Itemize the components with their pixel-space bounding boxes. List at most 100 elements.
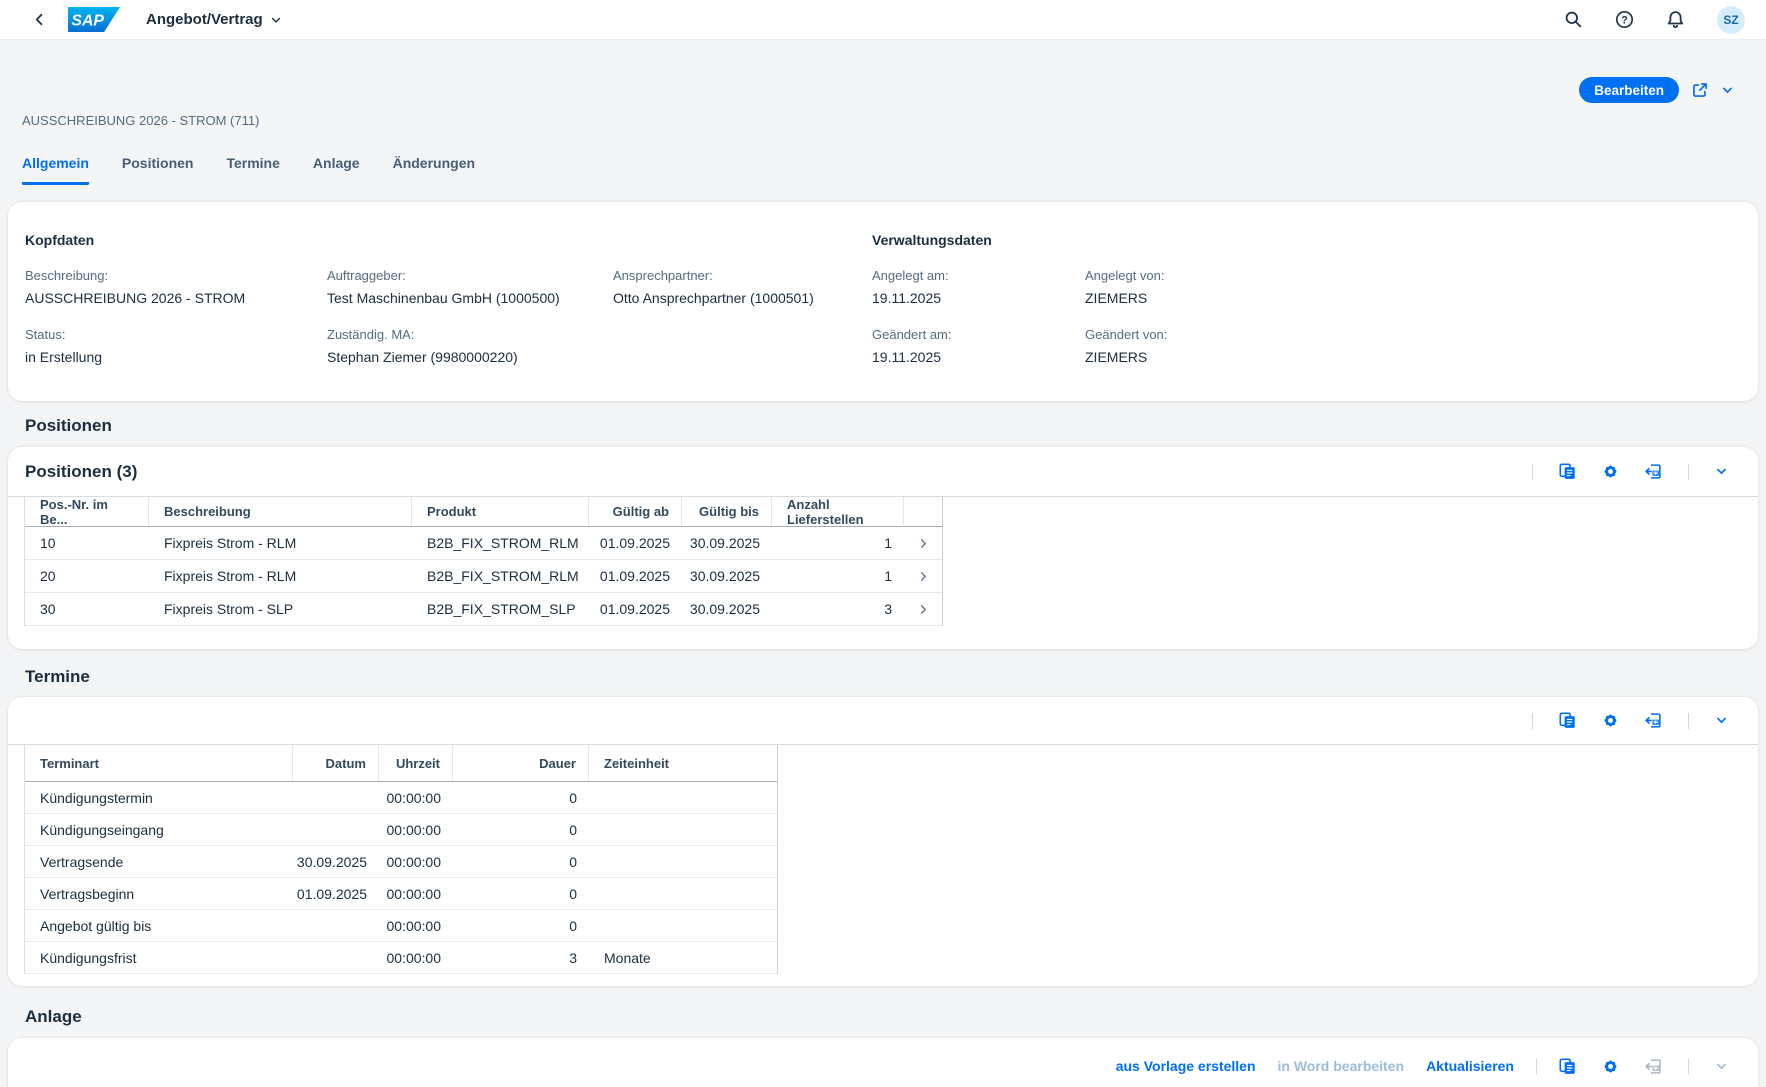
search-icon[interactable] — [1564, 10, 1583, 29]
row-navigate-chevron-icon[interactable] — [918, 571, 929, 582]
termine-table-toolbar — [8, 697, 1758, 745]
column-header-uhrzeit[interactable]: Uhrzeit — [379, 745, 453, 781]
termine-card: Terminart Datum Uhrzeit Dauer Zeiteinhei… — [8, 697, 1758, 986]
copy-icon[interactable] — [1559, 463, 1576, 480]
help-icon[interactable]: ? — [1615, 10, 1634, 29]
kopfdaten-card: Kopfdaten Verwaltungsdaten Beschreibung:… — [8, 202, 1758, 401]
field-value: ZIEMERS — [1085, 349, 1148, 365]
field-value: Otto Ansprechpartner (1000501) — [613, 290, 814, 306]
collapse-chevron-icon[interactable] — [1715, 465, 1728, 478]
export-to-spreadsheet-icon[interactable] — [1645, 712, 1662, 729]
more-actions-chevron-icon[interactable] — [1721, 84, 1734, 97]
cell-datum — [293, 814, 379, 845]
field-label: Angelegt am: — [872, 268, 949, 283]
kopfdaten-title: Kopfdaten — [25, 232, 95, 248]
cell-terminart: Kündigungsfrist — [40, 949, 137, 966]
table-row: Vertragsende 30.09.2025 00:00:00 0 — [25, 846, 777, 878]
anlage-card: aus Vorlage erstellen in Word bearbeiten… — [8, 1038, 1758, 1087]
row-navigate-chevron-icon[interactable] — [918, 538, 929, 549]
field-label: Zuständig. MA: — [327, 327, 415, 342]
cell-gueltig-bis: 30.09.2025 — [689, 568, 760, 584]
cell-produkt: B2B_FIX_STROM_RLM — [427, 568, 579, 584]
svg-text:?: ? — [1621, 14, 1627, 26]
settings-gear-icon[interactable] — [1602, 712, 1619, 729]
cell-beschreibung: Fixpreis Strom - SLP — [164, 601, 294, 617]
column-header-dauer[interactable]: Dauer — [453, 745, 589, 781]
back-button[interactable] — [32, 12, 48, 28]
table-row[interactable]: 10 Fixpreis Strom - RLM B2B_FIX_STROM_RL… — [25, 527, 942, 560]
field-label: Auftraggeber: — [327, 268, 406, 283]
cell-zeiteinheit — [589, 910, 777, 941]
tab-anlage[interactable]: Anlage — [312, 155, 360, 171]
toolbar-separator — [1536, 1058, 1537, 1074]
copy-icon[interactable] — [1559, 1057, 1576, 1075]
cell-uhrzeit: 00:00:00 — [386, 917, 442, 934]
edit-button[interactable]: Bearbeiten — [1579, 77, 1679, 103]
column-header-pos-nr[interactable]: Pos.-Nr. im Be... — [25, 497, 149, 527]
settings-gear-icon[interactable] — [1602, 463, 1619, 480]
toolbar-separator — [1532, 712, 1533, 729]
column-header-terminart[interactable]: Terminart — [25, 745, 293, 781]
share-icon[interactable] — [1691, 81, 1709, 99]
tab-aenderungen[interactable]: Änderungen — [392, 155, 476, 171]
user-avatar[interactable]: SZ — [1717, 5, 1745, 34]
cell-beschreibung: Fixpreis Strom - RLM — [164, 535, 297, 551]
edit-in-word-button: in Word bearbeiten — [1277, 1058, 1405, 1074]
field-geaendert-von: Geändert von: ZIEMERS — [1085, 327, 1167, 365]
cell-gueltig-ab: 01.09.2025 — [599, 601, 670, 617]
tab-termine[interactable]: Termine — [226, 155, 280, 171]
cell-uhrzeit: 00:00:00 — [386, 821, 442, 838]
positionen-card-title: Positionen (3) — [25, 461, 138, 481]
copy-icon[interactable] — [1559, 712, 1576, 729]
export-to-spreadsheet-icon[interactable] — [1645, 463, 1662, 480]
cell-produkt: B2B_FIX_STROM_SLP — [427, 601, 576, 617]
tab-positionen[interactable]: Positionen — [121, 155, 194, 171]
column-header-produkt[interactable]: Produkt — [412, 497, 589, 526]
cell-anzahl: 1 — [884, 535, 892, 551]
section-title-positionen: Positionen — [25, 416, 112, 435]
column-header-zeiteinheit[interactable]: Zeiteinheit — [604, 755, 670, 771]
settings-gear-icon[interactable] — [1602, 1058, 1619, 1075]
cell-zeiteinheit — [589, 782, 777, 813]
field-label: Geändert am: — [872, 327, 952, 342]
chevron-down-icon — [271, 17, 280, 23]
notifications-bell-icon[interactable] — [1666, 10, 1685, 29]
cell-datum — [293, 942, 379, 973]
field-value: in Erstellung — [25, 349, 103, 365]
column-header-gueltig-bis[interactable]: Gültig bis — [682, 497, 772, 526]
tab-allgemein[interactable]: Allgemein — [22, 155, 89, 185]
positionen-table: Pos.-Nr. im Be... Beschreibung Produkt G… — [24, 497, 943, 626]
table-row[interactable]: 30 Fixpreis Strom - SLP B2B_FIX_STROM_SL… — [25, 593, 942, 626]
section-title-anlage: Anlage — [25, 1007, 82, 1026]
create-from-template-button[interactable]: aus Vorlage erstellen — [1115, 1058, 1256, 1074]
toolbar-separator — [1688, 712, 1689, 729]
table-row[interactable]: 20 Fixpreis Strom - RLM B2B_FIX_STROM_RL… — [25, 560, 942, 593]
column-header-datum[interactable]: Datum — [293, 745, 379, 781]
cell-datum — [293, 782, 379, 813]
table-row: Kündigungsfrist 00:00:00 3 Monate — [25, 942, 777, 974]
shell-bar: SAP Angebot/Vertrag ? SZ — [0, 0, 1766, 40]
column-header-gueltig-ab[interactable]: Gültig ab — [589, 497, 682, 526]
field-label: Status: — [25, 327, 66, 342]
cell-dauer: 0 — [569, 821, 577, 838]
row-navigate-chevron-icon[interactable] — [918, 604, 929, 615]
field-status: Status: in Erstellung — [25, 327, 102, 365]
cell-terminart: Kündigungstermin — [40, 789, 153, 806]
field-label: Angelegt von: — [1085, 268, 1165, 283]
field-geaendert-am: Geändert am: 19.11.2025 — [872, 327, 952, 365]
field-value: Test Maschinenbau GmbH (1000500) — [327, 290, 560, 306]
field-zustaendig-ma: Zuständig. MA: Stephan Ziemer (998000022… — [327, 327, 518, 365]
positionen-table-header: Pos.-Nr. im Be... Beschreibung Produkt G… — [25, 497, 942, 527]
cell-produkt: B2B_FIX_STROM_RLM — [427, 535, 579, 551]
field-label: Ansprechpartner: — [613, 268, 713, 283]
app-title-menu[interactable]: Angebot/Vertrag — [146, 11, 282, 28]
collapse-chevron-icon[interactable] — [1715, 714, 1728, 727]
column-header-beschreibung[interactable]: Beschreibung — [149, 497, 412, 526]
svg-text:SAP: SAP — [71, 12, 104, 29]
cell-gueltig-bis: 30.09.2025 — [689, 601, 760, 617]
refresh-button[interactable]: Aktualisieren — [1426, 1058, 1514, 1074]
column-header-anzahl-lieferstellen[interactable]: Anzahl Lieferstellen — [772, 497, 904, 527]
field-value: 19.11.2025 — [872, 290, 942, 306]
field-value: 19.11.2025 — [872, 349, 942, 365]
